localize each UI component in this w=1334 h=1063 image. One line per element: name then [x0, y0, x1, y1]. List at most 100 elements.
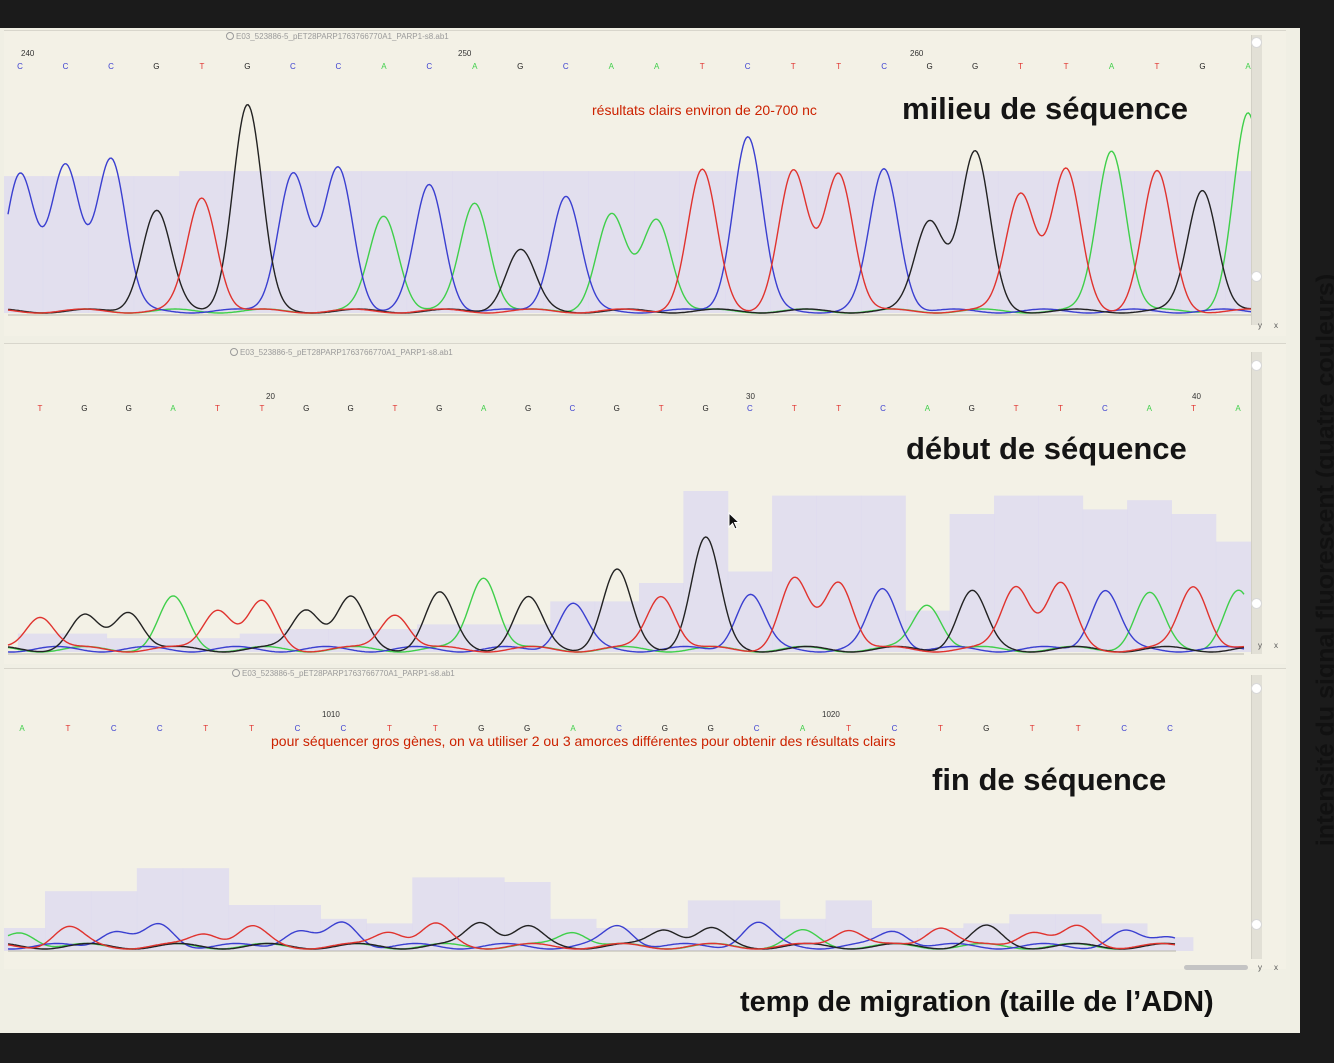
scroll-knob[interactable] — [1251, 37, 1262, 48]
axis-toggle-y[interactable]: y — [1258, 641, 1262, 650]
vertical-scrollbar[interactable] — [1251, 675, 1262, 959]
quality-bar — [504, 882, 551, 951]
position-label: 40 — [1192, 392, 1201, 401]
panel-heading: milieu de séquence — [902, 91, 1188, 126]
base-call: T — [791, 62, 796, 71]
position-label: 240 — [21, 49, 35, 58]
base-call: C — [1121, 724, 1127, 733]
trace-G — [7, 921, 1176, 950]
base-call: C — [426, 62, 432, 71]
base-call: T — [1014, 404, 1019, 413]
base-call: C — [563, 62, 569, 71]
base-call: C — [108, 62, 114, 71]
refresh-icon — [230, 348, 238, 356]
base-call: G — [303, 404, 309, 413]
quality-bar — [905, 610, 951, 652]
quality-bar — [772, 495, 817, 652]
base-call: T — [215, 404, 220, 413]
quality-bar — [543, 171, 589, 313]
base-call: C — [745, 62, 751, 71]
quality-bar — [679, 171, 726, 313]
quality-bar — [949, 514, 995, 652]
quality-bar — [1043, 171, 1090, 313]
quality-bar — [683, 491, 729, 652]
file-title: E03_523886-5_pET28PARP1763766770A1_PARP1… — [232, 669, 455, 678]
quality-bar — [770, 171, 817, 313]
position-label: 1020 — [822, 710, 840, 719]
vertical-scrollbar[interactable] — [1251, 35, 1262, 325]
base-call: G — [436, 404, 442, 413]
base-call: G — [347, 404, 353, 413]
base-call: T — [836, 404, 841, 413]
base-call: G — [702, 404, 708, 413]
axis-toggle-x[interactable]: x — [1274, 963, 1278, 972]
base-call: C — [336, 62, 342, 71]
sequencer-screen: C C C G T G C C A C A G C A A T C T T C G G T T A T G A 240 250 260 E0… — [0, 28, 1300, 1033]
position-label: 20 — [266, 392, 275, 401]
base-call: G — [153, 62, 159, 71]
base-call: T — [1018, 62, 1023, 71]
base-call: T — [38, 404, 43, 413]
base-call: C — [157, 724, 163, 733]
file-title: E03_523886-5_pET28PARP1763766770A1_PARP1… — [230, 348, 453, 357]
base-call: T — [433, 724, 438, 733]
quality-bar — [42, 176, 89, 313]
base-call: G — [972, 62, 978, 71]
horizontal-scrollbar[interactable] — [1184, 965, 1248, 970]
trace-T — [7, 922, 1176, 950]
vertical-scrollbar[interactable] — [1251, 352, 1262, 654]
base-call: A — [19, 724, 25, 733]
trace-T — [7, 576, 1245, 653]
chromatogram-panel-end[interactable]: A T C C T T C C T T G G A C G G C A T C T G T T C C 1010 1020 E03_5… — [4, 668, 1286, 972]
chromatogram-panel-middle[interactable]: C C C G T G C C A C A G C A A T C T T C G G T T A T G A 240 250 260 E0… — [4, 30, 1286, 336]
axis-toggle-y[interactable]: y — [1258, 321, 1262, 330]
base-call: G — [525, 404, 531, 413]
quality-bar — [733, 900, 781, 951]
position-label: 260 — [910, 49, 924, 58]
base-call: A — [472, 62, 478, 71]
base-call: A — [1235, 404, 1241, 413]
scroll-knob[interactable] — [1251, 919, 1262, 930]
quality-bar — [361, 171, 408, 313]
quality-bar — [994, 495, 1039, 652]
base-call: G — [126, 404, 132, 413]
chromatogram-svg: C C C G T G C C A C A G C A A T C T T C G G T T A T G A 240 250 260 — [4, 49, 1258, 316]
scroll-knob[interactable] — [1251, 683, 1262, 694]
base-call: C — [295, 724, 301, 733]
base-call: C — [616, 724, 622, 733]
quality-bar — [815, 171, 862, 313]
axis-toggle-y[interactable]: y — [1258, 963, 1262, 972]
quality-bar — [596, 928, 643, 951]
axis-toggle-x[interactable]: x — [1274, 321, 1278, 330]
base-call: A — [1245, 62, 1251, 71]
position-label: 1010 — [322, 710, 340, 719]
base-call: T — [393, 404, 398, 413]
scroll-knob[interactable] — [1251, 271, 1262, 282]
quality-bar — [594, 601, 640, 652]
scroll-knob[interactable] — [1251, 360, 1262, 371]
quality-bar — [1082, 509, 1128, 652]
base-call: C — [892, 724, 898, 733]
quality-bar — [1088, 171, 1135, 313]
base-call: T — [1191, 404, 1196, 413]
quality-bar — [634, 171, 680, 313]
base-call: C — [570, 404, 576, 413]
base-call: A — [481, 404, 487, 413]
trace-C — [7, 136, 1254, 314]
quality-bar — [1127, 500, 1172, 652]
base-call: A — [654, 62, 660, 71]
axis-toggle-x[interactable]: x — [1274, 641, 1278, 650]
base-call: A — [1147, 404, 1153, 413]
quality-bar — [861, 171, 908, 313]
base-call: T — [1058, 404, 1063, 413]
base-call: C — [747, 404, 753, 413]
quality-bar — [1134, 171, 1181, 313]
quality-bar — [687, 900, 735, 951]
chromatogram-panel-start[interactable]: T G G A T T G G T G A G C G T G C T T C A G T T C A T A 20 30 40 E03_5… — [4, 343, 1286, 664]
base-call: A — [609, 62, 615, 71]
scroll-knob[interactable] — [1251, 598, 1262, 609]
base-call: T — [700, 62, 705, 71]
quality-bar — [497, 171, 544, 313]
refresh-icon — [232, 669, 240, 677]
quality-bar — [1038, 495, 1084, 652]
